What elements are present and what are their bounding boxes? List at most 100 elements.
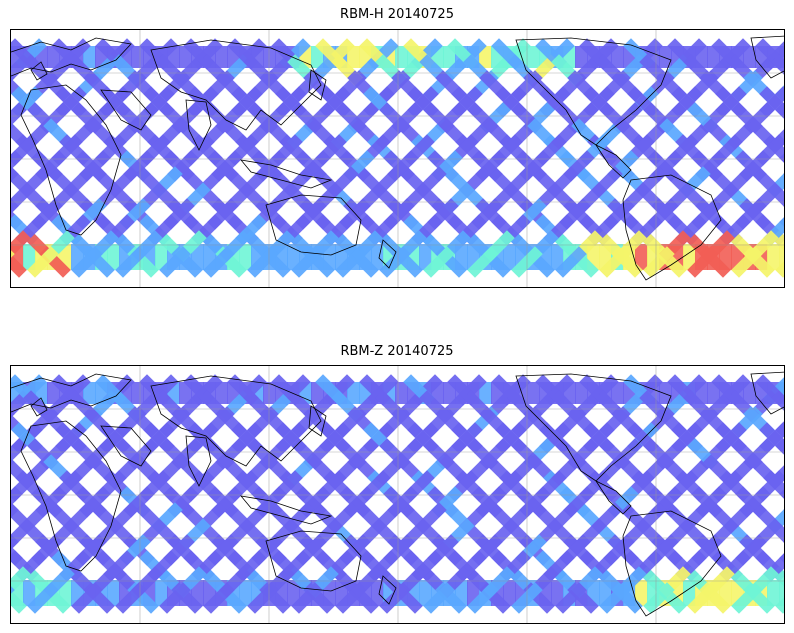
- swath-cell: [215, 382, 228, 404]
- coastline-north-america: [515, 373, 672, 482]
- swath-segment: [11, 230, 31, 258]
- swath-segment: [11, 438, 27, 462]
- coastline-europe: [11, 37, 132, 77]
- swath-cell: [263, 46, 276, 68]
- swath-segment: [599, 246, 631, 278]
- swath-cell: [767, 244, 780, 270]
- coastline-india: [185, 99, 212, 151]
- swath-segment: [11, 150, 23, 170]
- swath-cell: [347, 382, 360, 404]
- coastline-arabia: [100, 89, 152, 131]
- coastline-australia: [265, 194, 362, 256]
- coastline-greenland: [750, 35, 784, 79]
- swath-segment: [27, 582, 59, 614]
- swath-segment: [555, 246, 587, 278]
- swath-cell: [743, 46, 756, 68]
- swath-cell: [107, 580, 120, 606]
- swath-cell: [131, 382, 144, 404]
- swath-segment: [423, 582, 455, 614]
- map-svg-rbm-h: [11, 30, 784, 287]
- swath-segment: [11, 390, 31, 418]
- swath-segment: [159, 582, 191, 614]
- coastline-asia: [150, 375, 322, 467]
- coastline-north-america: [515, 37, 672, 146]
- swath-segment: [423, 246, 455, 278]
- swath-cell: [239, 580, 252, 606]
- swath-segment: [247, 246, 279, 278]
- coastline-asia: [150, 39, 322, 131]
- coastline-japan: [308, 405, 327, 437]
- coastline-new-zealand: [378, 239, 397, 269]
- swath-segment: [203, 582, 235, 614]
- swath-cell: [23, 244, 36, 270]
- swath-cell: [419, 580, 432, 606]
- swath-cell: [659, 46, 672, 68]
- coastline-greenland: [750, 371, 784, 415]
- swath-segment: [11, 486, 23, 506]
- swath-cell: [779, 244, 784, 270]
- coastline-uk: [30, 61, 48, 81]
- coastline-uk: [30, 397, 48, 417]
- coastline-europe: [11, 373, 132, 413]
- swath-cell: [347, 46, 360, 68]
- swath-segment: [643, 582, 675, 614]
- swath-cell: [503, 244, 516, 270]
- graticule-rbm-z: [11, 366, 784, 623]
- swath-cell: [83, 382, 96, 404]
- coastline-arabia: [100, 425, 152, 467]
- coastline-africa: [20, 84, 122, 236]
- swath-segment: [335, 582, 367, 614]
- swath-cell: [635, 580, 648, 606]
- swath-cell: [155, 244, 168, 270]
- swath-cell: [155, 580, 168, 606]
- coastline-central-america: [594, 479, 632, 515]
- coastlines-rbm-h: [11, 35, 784, 281]
- map-panel-rbm-h: [10, 29, 785, 288]
- coastline-new-zealand: [378, 575, 397, 605]
- swath-segment: [731, 582, 763, 614]
- swath-cell: [287, 244, 300, 270]
- swath-cell: [527, 46, 540, 68]
- swath-cell: [107, 244, 120, 270]
- swath-cell: [479, 46, 492, 68]
- swath-segment: [11, 54, 31, 82]
- swath-segment: [643, 246, 675, 278]
- swath-cell: [743, 382, 756, 404]
- swath-cell: [395, 382, 408, 404]
- coastline-japan: [308, 69, 327, 101]
- swath-segment: [687, 246, 719, 278]
- swath-cell: [215, 46, 228, 68]
- swath-segment: [27, 246, 59, 278]
- swath-cell: [527, 382, 540, 404]
- swath-segment: [11, 102, 27, 126]
- swath-segment: [467, 246, 499, 278]
- swath-segment: [71, 246, 103, 278]
- swath-segment: [599, 582, 631, 614]
- swath-cell: [395, 46, 408, 68]
- swath-segment: [775, 102, 784, 119]
- coastline-south-america: [622, 510, 722, 617]
- coastline-indonesia: [240, 495, 333, 525]
- graticule-rbm-h: [11, 30, 784, 287]
- swath-segment: [159, 246, 191, 278]
- swath-cell: [479, 382, 492, 404]
- swath-cell: [611, 46, 624, 68]
- swath-segment: [291, 246, 323, 278]
- panel-title-rbm-h: RBM-H 20140725: [340, 7, 454, 22]
- map-svg-rbm-z: [11, 366, 784, 623]
- swath-cell: [551, 244, 564, 270]
- swath-cell: [239, 244, 252, 270]
- swath-segment: [771, 566, 784, 587]
- swath-segment: [775, 438, 784, 455]
- coastlines-rbm-z: [11, 371, 784, 617]
- swath-segment: [731, 246, 763, 278]
- coastline-australia: [265, 530, 362, 592]
- coastline-south-america: [622, 174, 722, 281]
- coastline-indonesia: [240, 159, 333, 189]
- swath-segment: [771, 390, 784, 411]
- swath-segment: [687, 582, 719, 614]
- swath-segment: [771, 54, 784, 75]
- swath-segment: [11, 566, 31, 594]
- swath-cell: [503, 580, 516, 606]
- swath-cell: [419, 244, 432, 270]
